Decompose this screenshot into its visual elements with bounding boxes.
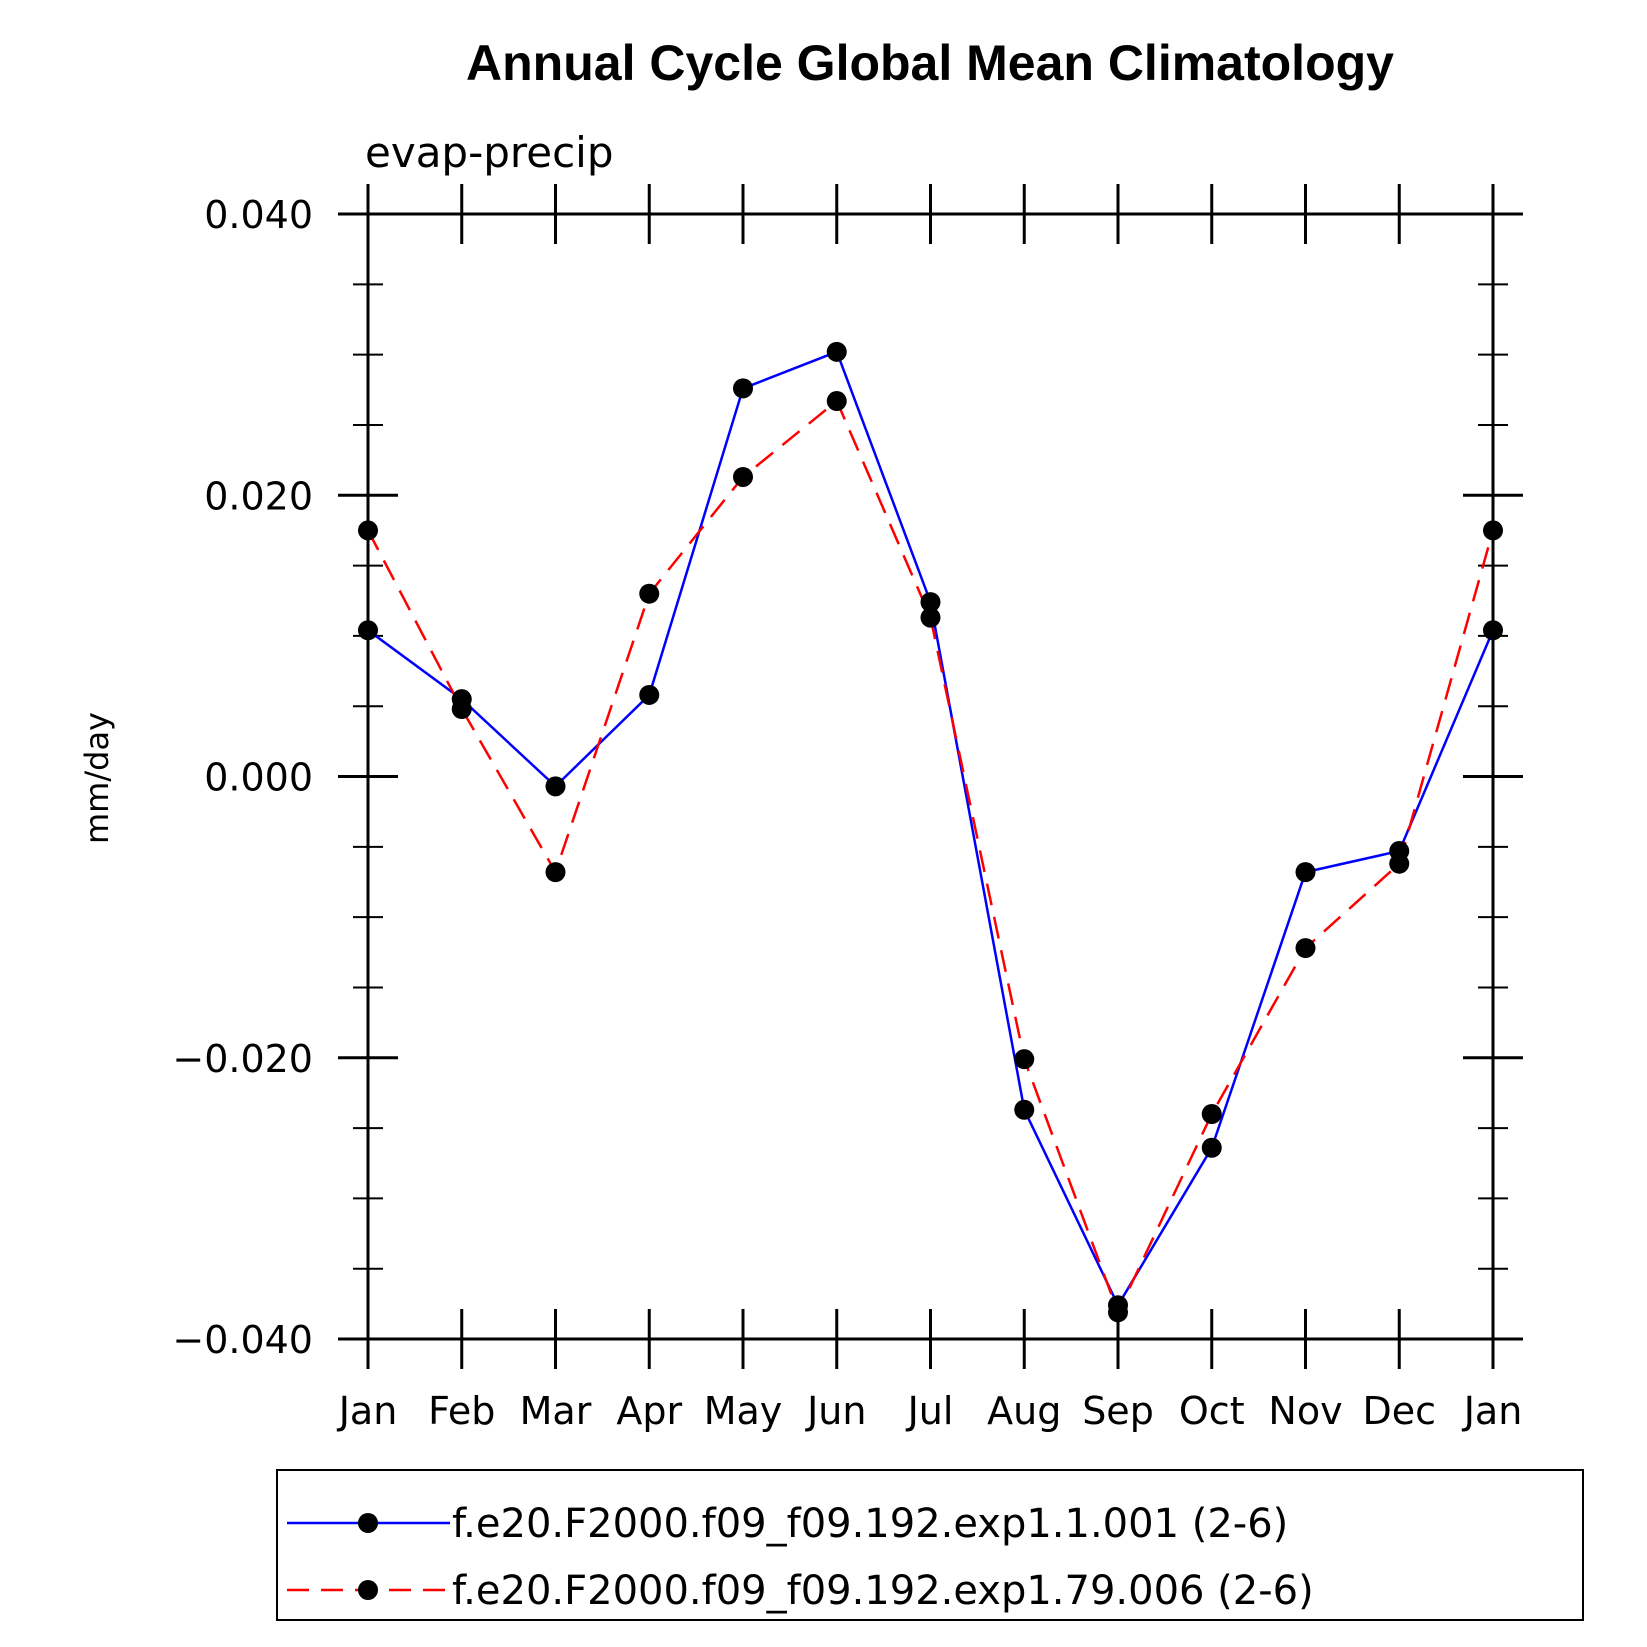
series-2-point <box>920 607 941 628</box>
series-1-point <box>920 592 941 613</box>
series-2-point <box>1014 1049 1035 1070</box>
series-1-point <box>1014 1099 1035 1120</box>
y-tick-labels: 0.040 0.020 0.000 −0.020 −0.040 <box>172 193 313 1362</box>
legend: f.e20.F2000.f09_f09.192.exp1.1.001 (2-6)… <box>276 1469 1584 1621</box>
axis-ticks <box>338 184 1523 1369</box>
y-tick-label: 0.040 <box>204 193 313 237</box>
series-1-point <box>1483 620 1503 641</box>
series-2-point <box>1483 520 1503 541</box>
y-tick-label: −0.020 <box>172 1037 313 1081</box>
y-axis-label: mm/day <box>78 712 116 844</box>
series-1-point <box>826 341 847 362</box>
series-2-point <box>1108 1302 1128 1323</box>
series-2-point <box>733 466 753 487</box>
series-line-1 <box>367 350 1495 1308</box>
x-tick-label: Oct <box>1179 1389 1245 1433</box>
x-tick-label: Jul <box>906 1389 954 1433</box>
plot-frame <box>366 212 1495 1341</box>
series-2-point <box>1201 1104 1222 1124</box>
series-2-point <box>358 520 378 541</box>
x-tick-label: Mar <box>520 1389 592 1433</box>
legend-label-2: f.e20.F2000.f09_f09.192.exp1.79.006 (2-6… <box>452 1568 1314 1614</box>
x-tick-label: Nov <box>1268 1389 1342 1433</box>
series-1-point <box>639 684 660 705</box>
chart-subtitle: evap-precip <box>365 128 614 177</box>
x-tick-label: Jan <box>337 1389 398 1433</box>
y-tick-label: −0.040 <box>172 1318 313 1362</box>
series-1-point <box>545 776 566 797</box>
x-tick-label: May <box>704 1389 783 1433</box>
series-lines <box>366 350 1495 1316</box>
chart-title: Annual Cycle Global Mean Climatology <box>466 35 1394 91</box>
x-tick-label: Sep <box>1082 1389 1154 1433</box>
series-1-point <box>358 620 378 641</box>
x-tick-label: Jan <box>1462 1389 1523 1433</box>
x-tick-label: Aug <box>987 1389 1061 1433</box>
series-2-point <box>826 391 847 412</box>
x-tick-label: Apr <box>616 1389 682 1433</box>
legend-box <box>276 1469 1584 1621</box>
series-line-2 <box>366 398 1495 1316</box>
legend-label-1: f.e20.F2000.f09_f09.192.exp1.1.001 (2-6) <box>452 1501 1288 1547</box>
series-2-point <box>451 699 472 719</box>
x-tick-label: Feb <box>428 1389 495 1433</box>
series-2-point <box>1389 853 1410 874</box>
series-2-point <box>545 862 566 883</box>
series-points <box>358 341 1503 1323</box>
x-tick-labels: Jan Feb Mar Apr May Jun Jul Aug Sep Oct Nov Dec Jan <box>337 1389 1523 1433</box>
x-tick-label: Jun <box>805 1389 866 1433</box>
series-2-point <box>639 583 660 604</box>
series-1-point <box>1295 862 1316 883</box>
legend-marker-1 <box>358 1513 378 1533</box>
series-1-point <box>733 378 753 399</box>
series-2-point <box>1295 938 1316 959</box>
legend-marker-2 <box>358 1580 378 1600</box>
x-tick-label: Dec <box>1362 1389 1436 1433</box>
y-tick-label: 0.000 <box>204 756 313 800</box>
series-1-point <box>1201 1137 1222 1158</box>
y-tick-label: 0.020 <box>204 474 313 518</box>
